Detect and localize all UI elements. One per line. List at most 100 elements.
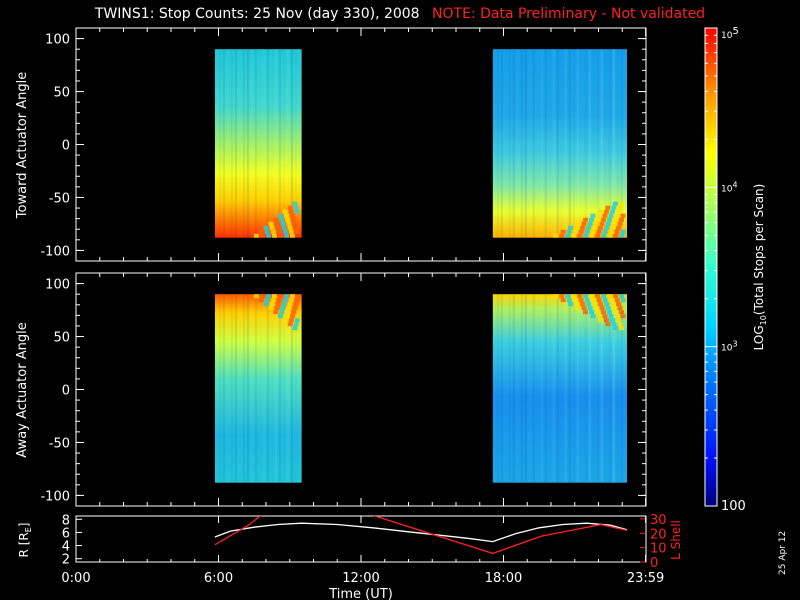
heatmap-cell bbox=[610, 302, 616, 307]
heatmap-cell bbox=[577, 233, 583, 238]
heatmap-cell bbox=[565, 233, 571, 238]
heatmap-cell bbox=[596, 314, 602, 319]
heatmap-cell bbox=[597, 209, 603, 214]
heatmap-streak bbox=[246, 49, 249, 238]
heatmap-cell bbox=[286, 221, 292, 226]
r-tick-label: 2 bbox=[62, 553, 70, 568]
heatmap-cell bbox=[288, 318, 294, 323]
heatmap-streak bbox=[552, 49, 555, 238]
heatmap-cell bbox=[617, 306, 623, 311]
heatmap-cell bbox=[614, 298, 620, 303]
heatmap-streak bbox=[222, 49, 225, 238]
heatmap-cell bbox=[586, 302, 592, 307]
heatmap-cell bbox=[617, 205, 623, 210]
heatmap-cell bbox=[614, 229, 620, 234]
heatmap-streak bbox=[608, 294, 611, 483]
heatmap-cell bbox=[293, 302, 299, 307]
heatmap-cell bbox=[599, 306, 605, 311]
heatmap-cell bbox=[574, 302, 580, 307]
heatmap-streak bbox=[612, 49, 615, 238]
heatmap-cell bbox=[282, 229, 288, 234]
heatmap-cell bbox=[614, 314, 620, 319]
heatmap-cell bbox=[616, 225, 622, 230]
heatmap-streak bbox=[271, 294, 273, 483]
heatmap-cell bbox=[611, 205, 617, 210]
colorbar-label-rest: (Total Stops per Scan) bbox=[752, 184, 766, 315]
heatmap-streak bbox=[596, 49, 599, 238]
heatmap-cell bbox=[282, 318, 288, 323]
heatmap-cell bbox=[282, 298, 288, 303]
axes: -100-50050100-100-50050100246801020300:0… bbox=[40, 27, 667, 586]
heatmap-streak bbox=[274, 294, 277, 483]
heatmap-cell bbox=[578, 298, 584, 303]
heatmap-streak bbox=[552, 294, 555, 483]
heatmap-streak bbox=[496, 49, 499, 238]
time-tick-label: 12:00 bbox=[342, 571, 379, 586]
heatmap-cell bbox=[602, 213, 608, 218]
heatmap-cell bbox=[286, 306, 292, 311]
heatmap-streak bbox=[532, 49, 535, 238]
heatmap-streak bbox=[593, 49, 595, 238]
heatmap-streak bbox=[266, 294, 269, 483]
heatmap-cell bbox=[589, 233, 595, 238]
heatmap-cell bbox=[612, 201, 618, 206]
heatmap-streak bbox=[246, 294, 249, 483]
heatmap-cell bbox=[268, 221, 274, 226]
chart-title: TWINS1: Stop Counts: 25 Nov (day 330), 2… bbox=[0, 6, 800, 22]
lshell-series-line bbox=[214, 516, 628, 555]
heatmap-cell bbox=[290, 213, 296, 218]
heatmap-streak bbox=[262, 49, 265, 238]
heatmap-cell bbox=[276, 298, 282, 303]
heatmap-cell bbox=[279, 310, 285, 315]
heatmap-cell bbox=[288, 298, 294, 303]
heatmap-cell bbox=[258, 298, 264, 303]
heatmap-cell bbox=[592, 302, 598, 307]
time-tick-label: 0:00 bbox=[61, 571, 90, 586]
heatmap-cell bbox=[290, 314, 296, 319]
y-tick-label: 50 bbox=[53, 86, 70, 101]
heatmap-cell bbox=[258, 229, 264, 234]
heatmap-streak bbox=[286, 294, 289, 483]
heatmap-cell bbox=[590, 213, 596, 218]
y-tick-label: 0 bbox=[62, 384, 70, 399]
heatmap-cell bbox=[607, 233, 613, 238]
heatmap-streak bbox=[529, 49, 531, 238]
heatmap-streak bbox=[274, 49, 277, 238]
heatmap-cell bbox=[595, 294, 601, 299]
heatmap-streak bbox=[588, 294, 591, 483]
heatmap-streak bbox=[271, 49, 273, 238]
colorbar bbox=[704, 27, 718, 507]
heatmap-cell bbox=[602, 229, 608, 234]
heatmap-cell bbox=[289, 233, 295, 238]
heatmap-cell bbox=[289, 294, 295, 299]
heatmap-streak bbox=[500, 49, 503, 238]
heatmap-streak bbox=[593, 294, 595, 483]
heatmap-cell bbox=[587, 306, 593, 311]
colorbar-tick-label: 105 bbox=[721, 26, 739, 41]
heatmap-cell bbox=[259, 294, 265, 299]
heatmap-streak bbox=[576, 49, 579, 238]
heatmap-cell bbox=[575, 306, 581, 311]
heatmap-streak bbox=[532, 294, 535, 483]
heatmap-cell bbox=[287, 225, 293, 230]
heatmap-cell bbox=[294, 209, 300, 214]
heatmap-streak bbox=[568, 294, 571, 483]
heatmap-streak bbox=[549, 294, 551, 483]
heatmap-cell bbox=[288, 209, 294, 214]
heatmap-cell bbox=[271, 294, 277, 299]
heatmap-cell bbox=[620, 213, 626, 218]
r-tick-label: 6 bbox=[62, 526, 70, 541]
heatmap-cell bbox=[287, 322, 293, 327]
heatmap-cell bbox=[571, 294, 577, 299]
heatmap-cell bbox=[572, 298, 578, 303]
heatmap-streak bbox=[251, 49, 253, 238]
heatmap-cell bbox=[618, 326, 624, 331]
heatmap-streak bbox=[549, 49, 551, 238]
heatmap-cell bbox=[589, 310, 595, 315]
heatmap-streak bbox=[283, 294, 285, 483]
heatmap-cell bbox=[612, 326, 618, 331]
colorbar-label-log: LOG bbox=[752, 325, 766, 350]
heatmap-streak bbox=[596, 294, 599, 483]
colorbar-tick-exp: 3 bbox=[732, 340, 737, 349]
